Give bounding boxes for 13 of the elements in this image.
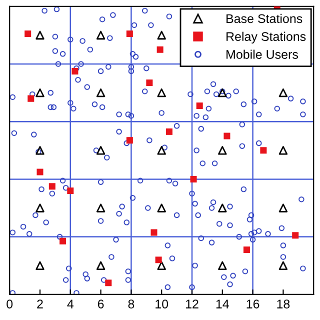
x-tick-label: 4 bbox=[67, 300, 74, 308]
x-tick-label: 6 bbox=[98, 300, 104, 308]
x-tick-label: 18 bbox=[277, 300, 290, 308]
x-tick-label: 2 bbox=[37, 300, 43, 308]
x-tick-label: 10 bbox=[156, 300, 168, 308]
x-tick-label: 16 bbox=[246, 300, 260, 308]
legend-label: Relay Stations bbox=[226, 32, 306, 44]
x-tick-label: 12 bbox=[186, 300, 198, 308]
legend-label: Base Stations bbox=[226, 14, 302, 24]
legend-label: Mobile Users bbox=[226, 50, 298, 59]
x-tick-label: 14 bbox=[216, 300, 229, 308]
x-tick-label: 8 bbox=[128, 300, 134, 308]
x-tick-label: 0 bbox=[6, 300, 13, 308]
